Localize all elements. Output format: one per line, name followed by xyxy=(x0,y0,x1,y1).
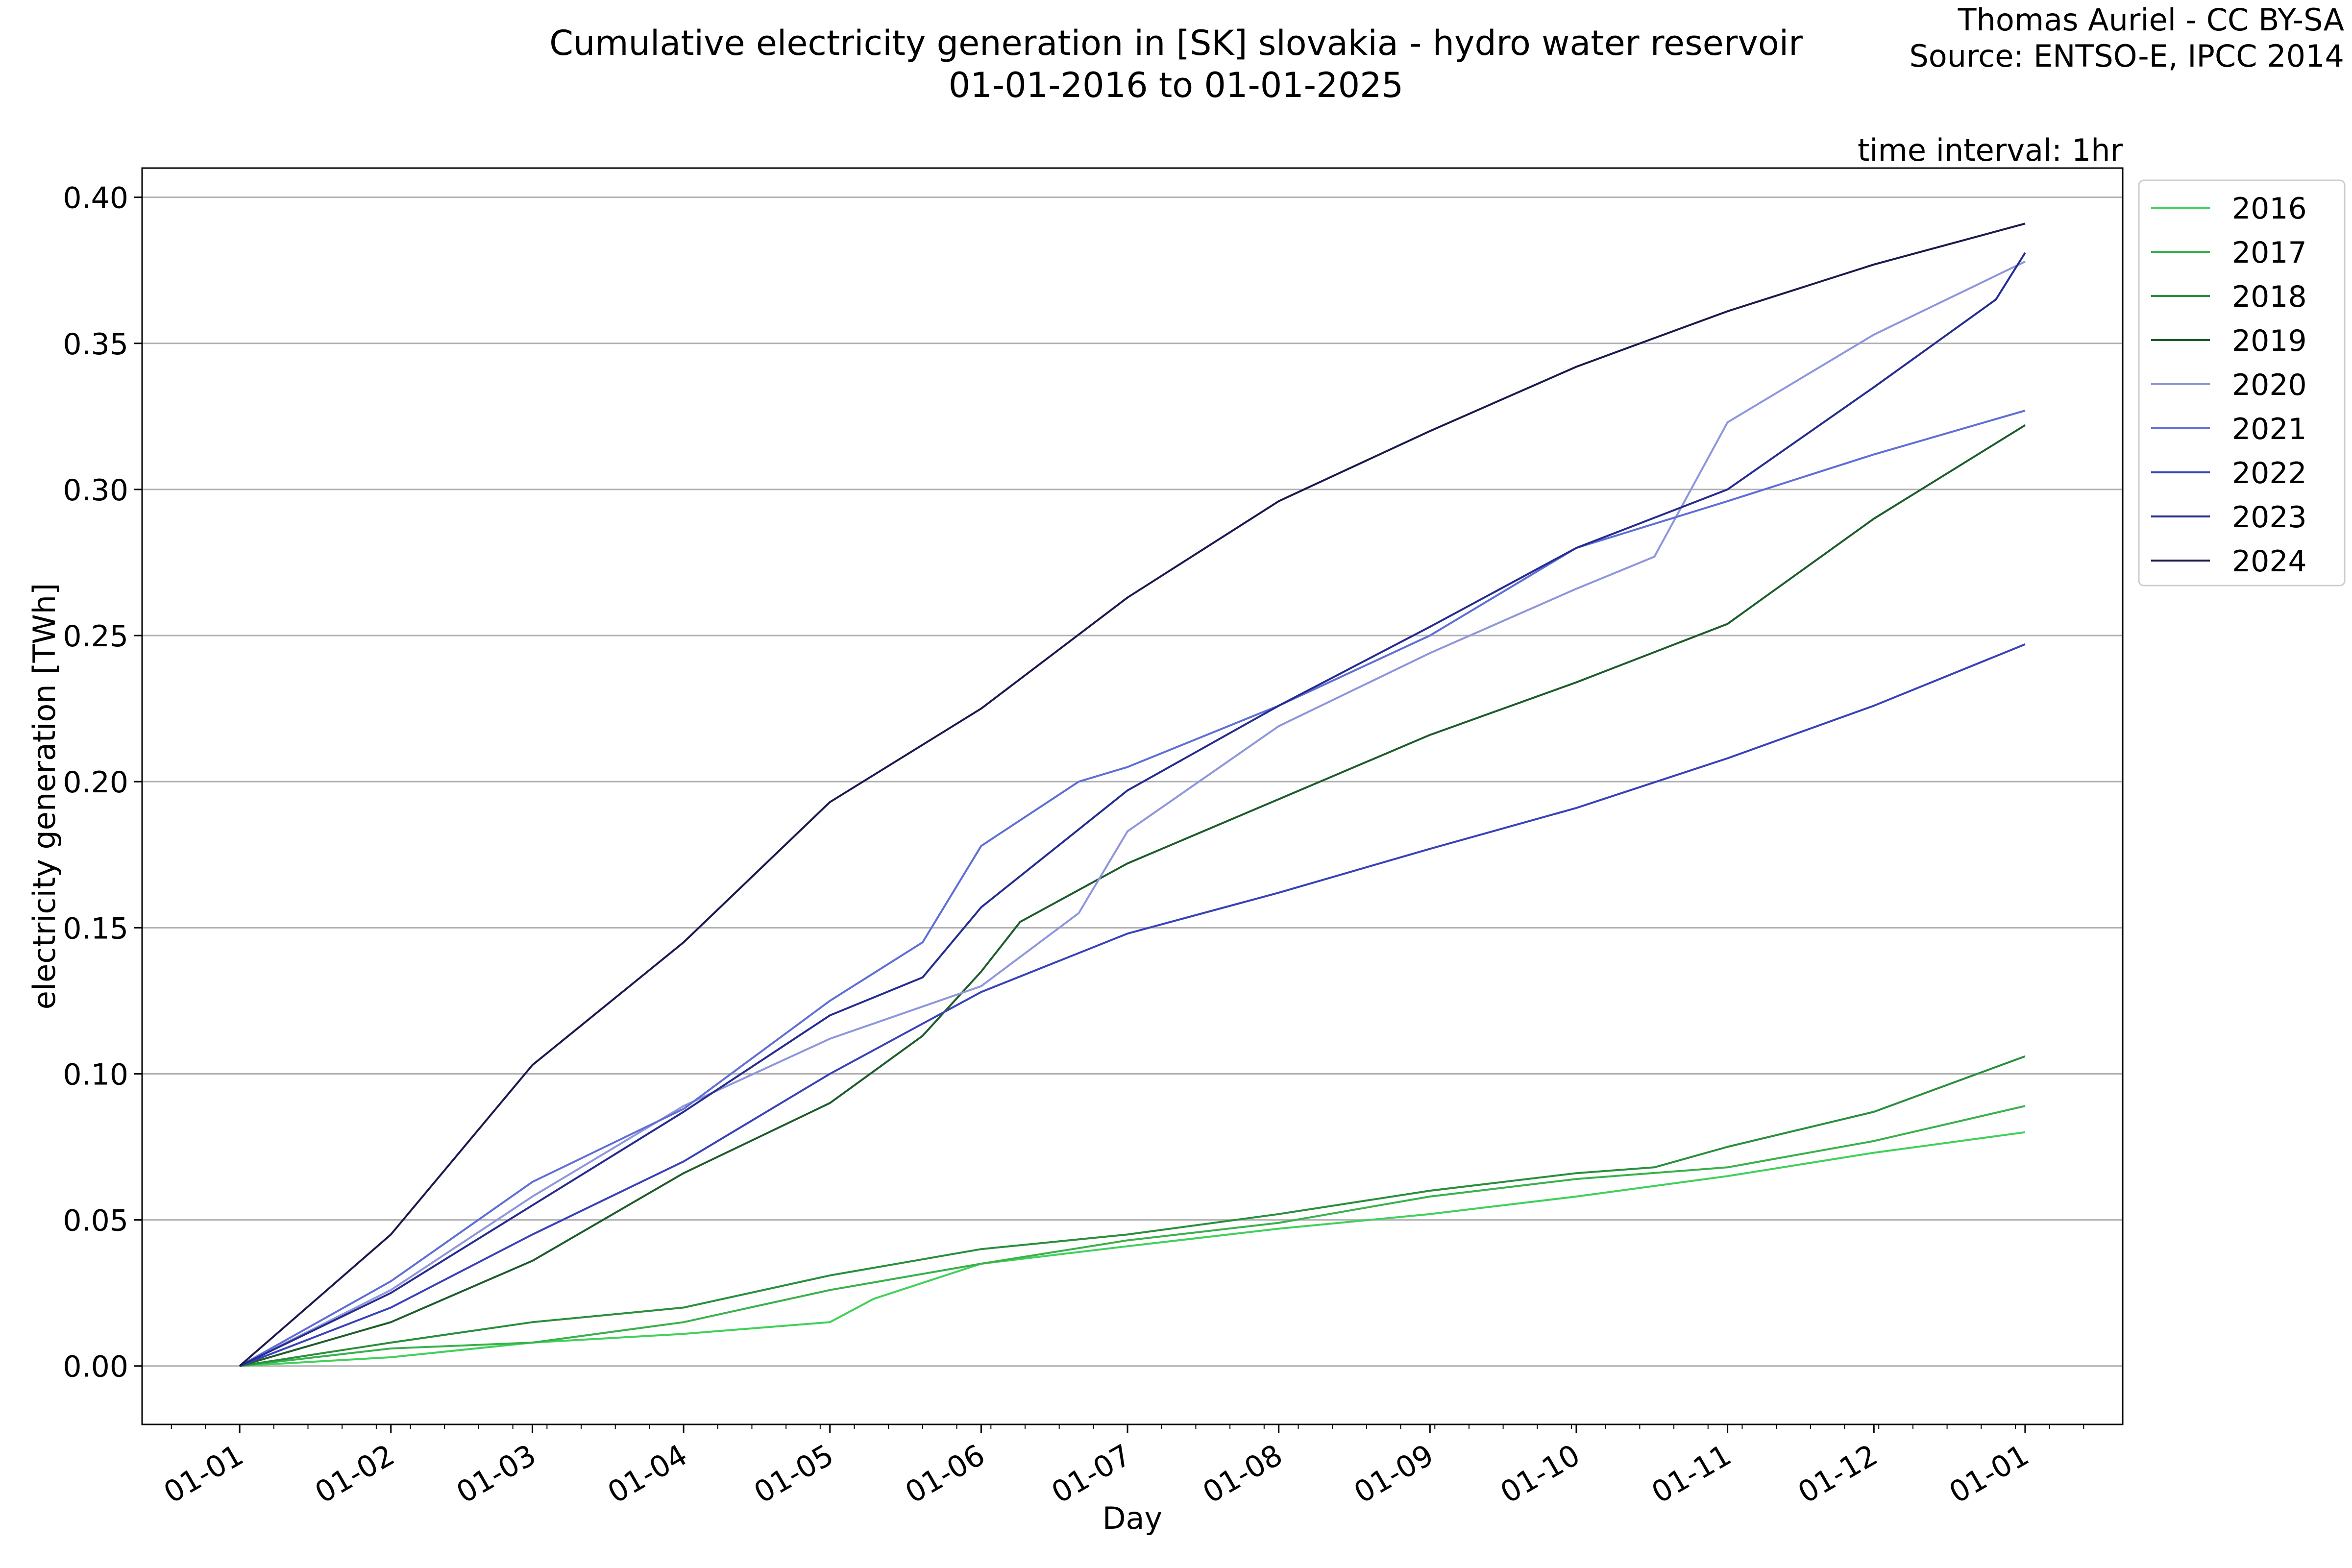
legend-label-2021: 2021 xyxy=(2232,412,2307,446)
x-tick-label: 01-05 xyxy=(748,1438,839,1510)
y-tick-label: 0.35 xyxy=(63,327,128,362)
x-tick-label: 01-02 xyxy=(309,1438,400,1510)
series-line-2020 xyxy=(239,260,2026,1367)
y-tick-label: 0.25 xyxy=(63,619,128,654)
legend-label-2024: 2024 xyxy=(2232,544,2307,579)
legend-label-2022: 2022 xyxy=(2232,456,2307,490)
series-line-2016 xyxy=(239,1131,2026,1367)
series-line-2022 xyxy=(239,643,2026,1367)
legend: 2016 2017 2018 2019 2020 2021 2022 2023 2024 xyxy=(2138,179,2346,587)
series-line-2019 xyxy=(239,424,2026,1367)
y-gridlines xyxy=(142,196,2123,1367)
x-tick-label: 01-08 xyxy=(1197,1438,1288,1510)
y-tick-label: 0.05 xyxy=(63,1204,128,1238)
credit-text: Thomas Auriel - CC BY-SA xyxy=(1958,2,2344,38)
axis-ticks: 0.00 0.05 0.10 0.15 0.20 0.25 0.30 0.35 0.40 01-0… xyxy=(63,181,2084,1510)
series-line-2024 xyxy=(239,222,2026,1367)
time-interval-note: time interval: 1hr xyxy=(1858,132,2123,168)
y-tick-label: 0.10 xyxy=(63,1057,128,1092)
y-axis-label: electricity generation [TWh] xyxy=(26,583,62,1009)
legend-label-2019: 2019 xyxy=(2232,324,2307,358)
series-line-2017 xyxy=(239,1105,2026,1367)
series-line-2023 xyxy=(239,252,2026,1367)
legend-label-2017: 2017 xyxy=(2232,236,2307,270)
legend-label-2018: 2018 xyxy=(2232,280,2307,314)
x-tick-label: 01-01 xyxy=(158,1438,249,1510)
x-tick-label: 01-04 xyxy=(602,1438,693,1510)
legend-label-2020: 2020 xyxy=(2232,368,2307,402)
y-tick-label: 0.40 xyxy=(63,181,128,216)
x-tick-label: 01-06 xyxy=(900,1438,991,1510)
x-tick-label: 01-10 xyxy=(1494,1438,1586,1510)
legend-label-2016: 2016 xyxy=(2232,192,2307,226)
x-tick-label: 01-01 xyxy=(1943,1438,2034,1510)
plot-frame xyxy=(141,167,2124,1425)
legend-label-2023: 2023 xyxy=(2232,500,2307,535)
y-tick-label: 0.30 xyxy=(63,473,128,508)
y-tick-label: 0.15 xyxy=(63,911,128,946)
chart-title: Cumulative electricity generation in [SK… xyxy=(549,23,1803,63)
x-tick-label: 01-09 xyxy=(1348,1438,1440,1510)
x-tick-label: 01-12 xyxy=(1792,1438,1884,1510)
x-tick-label: 01-11 xyxy=(1646,1438,1737,1510)
y-tick-label: 0.00 xyxy=(63,1350,128,1384)
x-axis-label: Day xyxy=(1102,1500,1162,1536)
legend-box xyxy=(2138,179,2346,587)
series-line-2018 xyxy=(239,1055,2026,1367)
x-tick-label: 01-03 xyxy=(451,1438,542,1510)
chart-subtitle: 01-01-2016 to 01-01-2025 xyxy=(949,65,1403,105)
series-line-2021 xyxy=(239,409,2026,1367)
series-lines xyxy=(239,222,2026,1367)
source-text: Source: ENTSO-E, IPCC 2014 xyxy=(1909,38,2344,74)
x-tick-label: 01-07 xyxy=(1046,1438,1137,1510)
y-tick-label: 0.20 xyxy=(63,765,128,800)
